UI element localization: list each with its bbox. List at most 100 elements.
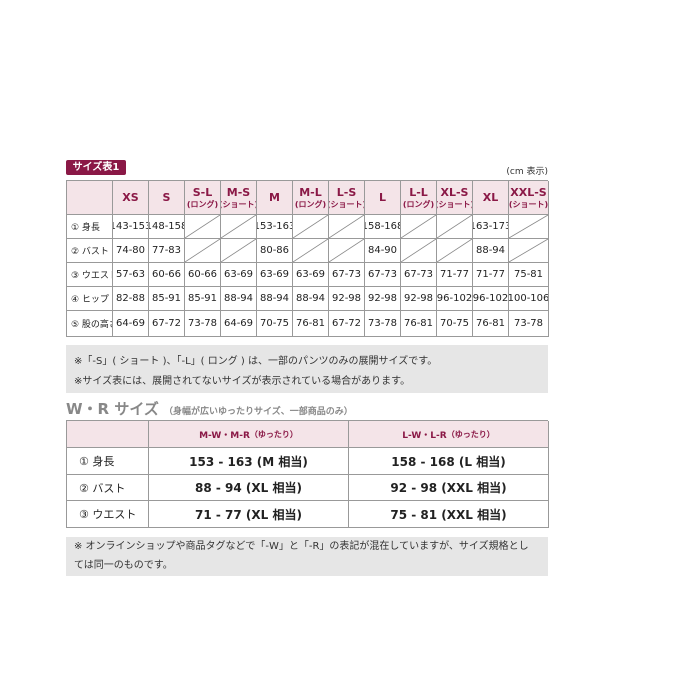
row-label: ① 身長 — [67, 215, 113, 239]
data-cell: 67-73 — [401, 263, 437, 287]
data-cell: 76-81 — [401, 311, 437, 337]
header-label: XL-S — [440, 185, 469, 199]
data-cell: 92-98 — [401, 287, 437, 311]
data-cell: 88-94 — [473, 239, 509, 263]
column-header: L-L (ロング) — [401, 181, 437, 215]
data-cell: 143-153 — [113, 215, 149, 239]
data-cell: 88-94 — [257, 287, 293, 311]
header-sub: (ショート) — [221, 199, 257, 209]
data-cell: 57-63 — [113, 263, 149, 287]
header-label: M-S — [226, 185, 251, 199]
slash — [221, 215, 256, 238]
header-label: M-L — [299, 185, 322, 199]
column-header: XL — [473, 181, 509, 215]
slash — [509, 215, 548, 238]
row-label: ③ ウエスト — [67, 263, 113, 287]
empty-cell — [509, 215, 549, 239]
data-cell: 88-94 — [221, 287, 257, 311]
note: ※ オンラインショップや商品タグなどで「-W」と「-R」の表記が混在していますが… — [66, 537, 548, 576]
slash — [185, 239, 220, 262]
empty-cell — [437, 239, 473, 263]
column-header: L-W・L-R （ゆったり） — [349, 421, 549, 448]
data-cell: 148-158 — [149, 215, 185, 239]
data-cell: 153 - 163 (M 相当) — [149, 448, 349, 475]
badge: サイズ表1 — [66, 160, 126, 175]
note-line: ては同一のものです。 — [74, 560, 173, 571]
column-header: L — [365, 181, 401, 215]
data-cell: 71-77 — [437, 263, 473, 287]
data-cell: 85-91 — [149, 287, 185, 311]
data-cell: 63-69 — [293, 263, 329, 287]
empty-cell — [221, 215, 257, 239]
data-cell: 158-168 — [365, 215, 401, 239]
data-cell: 60-66 — [185, 263, 221, 287]
header-label: L-W・L-R — [402, 430, 447, 441]
header-sub: (ロング) — [186, 199, 219, 209]
data-cell: 70-75 — [257, 311, 293, 337]
wr-heading: W・R サイズ （身幅が広いゆったりサイズ、一部商品のみ） — [66, 398, 353, 419]
data-cell: 64-69 — [113, 311, 149, 337]
slash — [293, 215, 328, 238]
slash — [509, 239, 548, 262]
note: ※「-S」( ショート )、「-L」( ロング ) は、一部のパンツのみの展開サ… — [66, 345, 548, 393]
header-label: M — [269, 191, 280, 204]
data-cell: 96-102 — [473, 287, 509, 311]
empty-cell — [293, 215, 329, 239]
note-line: ※「-S」( ショート )、「-L」( ロング ) は、一部のパンツのみの展開サ… — [74, 356, 438, 367]
header-sub: (ショート) — [509, 199, 549, 209]
empty-cell — [401, 239, 437, 263]
empty-cell — [329, 239, 365, 263]
column-header: XS — [113, 181, 149, 215]
header-label: L — [378, 191, 386, 204]
empty-cell — [221, 239, 257, 263]
row-label: ③ ウエスト — [67, 501, 149, 528]
header-label: XXL-S — [510, 185, 547, 199]
column-header: S-L (ロング) — [185, 181, 221, 215]
data-cell: 153-163 — [257, 215, 293, 239]
wr-table: M-W・M-R （ゆったり） L-W・L-R （ゆったり） ① 身長 153 - 163 … — [66, 420, 549, 528]
data-cell: 75-81 — [509, 263, 549, 287]
row-label: ② バスト — [67, 239, 113, 263]
column-header: M — [257, 181, 293, 215]
data-cell: 100-106 — [509, 287, 549, 311]
data-cell: 158 - 168 (L 相当) — [349, 448, 549, 475]
header-label: M-W・M-R — [199, 430, 250, 441]
empty-cell — [293, 239, 329, 263]
header-label: L-L — [409, 185, 428, 199]
data-cell: 73-78 — [509, 311, 549, 337]
note-line: ※ オンラインショップや商品タグなどで「-W」と「-R」の表記が混在していますが… — [74, 541, 529, 552]
column-header: M-W・M-R （ゆったり） — [149, 421, 349, 448]
header-label: S-L — [192, 185, 213, 199]
slash — [221, 239, 256, 262]
wr-subtitle: （身幅が広いゆったりサイズ、一部商品のみ） — [163, 407, 353, 417]
data-cell: 80-86 — [257, 239, 293, 263]
data-cell: 63-69 — [257, 263, 293, 287]
row-label: ④ ヒップ — [67, 287, 113, 311]
header-sub: （ゆったり） — [249, 429, 298, 439]
data-cell: 76-81 — [473, 311, 509, 337]
data-cell: 92 - 98 (XXL 相当) — [349, 475, 549, 501]
data-cell: 71-77 — [473, 263, 509, 287]
wr-title: W・R サイズ — [66, 400, 159, 418]
header-label: L-S — [336, 185, 357, 199]
header-label: S — [162, 191, 171, 204]
header-sub: （ゆったり） — [446, 429, 495, 439]
data-cell: 64-69 — [221, 311, 257, 337]
note-line: ※サイズ表には、展開されてないサイズが表示されている場合があります。 — [74, 376, 411, 387]
data-cell: 73-78 — [365, 311, 401, 337]
column-header: XL-S (ショート) — [437, 181, 473, 215]
data-cell: 74-80 — [113, 239, 149, 263]
data-cell: 88-94 — [293, 287, 329, 311]
empty-cell — [437, 215, 473, 239]
empty-cell — [329, 215, 365, 239]
data-cell: 77-83 — [149, 239, 185, 263]
row-label: ⑤ 股の高さ — [67, 311, 113, 337]
column-header: M-L (ロング) — [293, 181, 329, 215]
data-cell: 85-91 — [185, 287, 221, 311]
header-sub: (ショート) — [437, 199, 473, 209]
column-header: M-S (ショート) — [221, 181, 257, 215]
empty-cell — [185, 215, 221, 239]
slash — [329, 215, 364, 238]
column-header: XXL-S (ショート) — [509, 181, 549, 215]
